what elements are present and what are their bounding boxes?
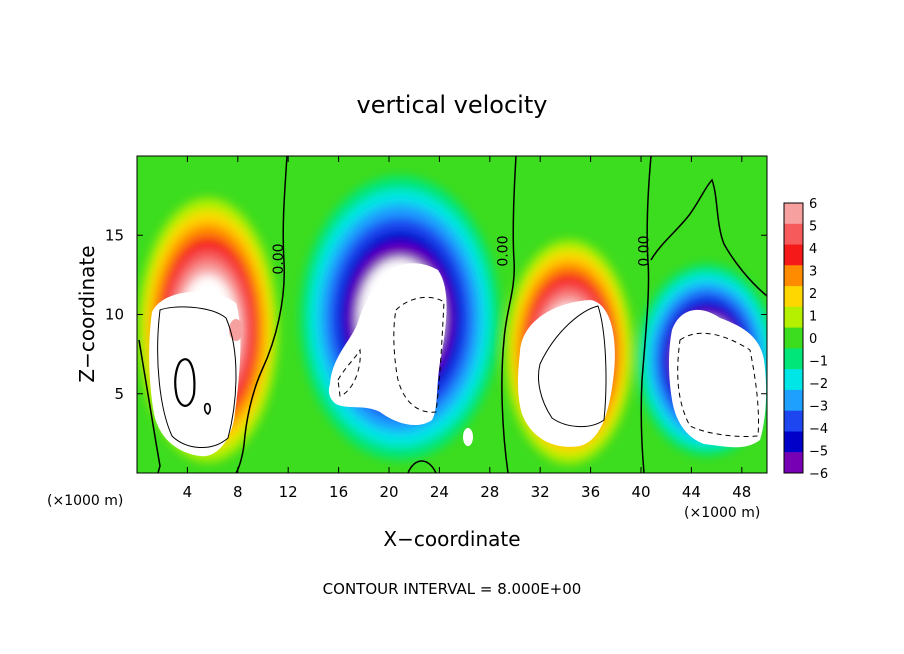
contour-line (640, 156, 652, 473)
velocity-core-region (669, 309, 767, 448)
colorbar-swatch (784, 286, 803, 308)
colorbar-swatch (784, 265, 803, 287)
contour-line (650, 178, 767, 297)
x-tick-label: 32 (531, 483, 550, 501)
colorbar-swatch (784, 431, 803, 453)
colorbar-label: −6 (809, 467, 828, 482)
colorbar-label: −1 (809, 355, 828, 370)
y-axis-label: Z−coordinate (75, 245, 99, 382)
x-tick-label: 40 (631, 483, 650, 501)
contour-line (501, 156, 517, 473)
colorbar-swatch (784, 389, 803, 412)
colorbar-label: 1 (809, 310, 817, 325)
colorbar-swatch (784, 203, 803, 225)
colorbar-label: −3 (809, 400, 828, 415)
colorbar-label: 3 (809, 265, 817, 280)
colorbar: 6 5 4 3 2 1 0 −1 −2 −3 −4 −5 −6 (783, 197, 828, 482)
colorbar-swatch (784, 244, 803, 266)
x-tick-label: 16 (329, 483, 348, 501)
x-unit-left: (×1000 m) (47, 493, 123, 509)
contour-line (393, 296, 445, 413)
colorbar-swatch (784, 410, 803, 432)
colorbar-swatch (784, 452, 803, 474)
contour-labels: 0.00 0.00 0.00 (271, 236, 652, 275)
colorbar-swatch (784, 348, 803, 370)
colorbar-label: 5 (809, 220, 817, 235)
colorbar-label: 4 (809, 242, 817, 257)
contour-line (337, 348, 361, 397)
contour-label: 0.00 (637, 236, 653, 267)
colorbar-label: −4 (809, 422, 828, 437)
x-tick-label: 24 (430, 483, 449, 501)
colorbar-label: −5 (809, 445, 828, 460)
x-tick-label: 8 (233, 483, 243, 501)
x-unit-right: (×1000 m) (684, 505, 760, 521)
velocity-cores (149, 263, 767, 457)
contour-line (407, 460, 437, 473)
colorbar-frame (783, 202, 804, 474)
velocity-core-region (328, 263, 447, 426)
contour-line (677, 332, 760, 437)
contour-label: 0.00 (271, 243, 287, 274)
colorbar-label: −2 (809, 377, 828, 392)
contour-line (235, 156, 288, 473)
y-tick-label: 5 (114, 385, 124, 403)
colorbar-label: 2 (809, 287, 817, 302)
x-tick-label: 4 (183, 483, 193, 501)
contour-line (138, 339, 161, 473)
colorbar-swatch (784, 223, 803, 246)
x-tick-label: 20 (379, 483, 398, 501)
contour-line (157, 306, 237, 449)
contour-line (203, 402, 211, 415)
colorbar-label: 0 (809, 332, 817, 347)
x-tick-label: 28 (480, 483, 499, 501)
x-tick-label: 48 (732, 483, 751, 501)
velocity-core-region (229, 319, 243, 341)
velocity-core-region (518, 300, 615, 447)
x-axis-label: X−coordinate (383, 527, 520, 551)
heatmap-field (137, 156, 767, 473)
colorbar-swatch (784, 369, 803, 391)
velocity-core-region (463, 428, 473, 446)
colorbar-label: 6 (809, 197, 817, 212)
contour-label: 0.00 (495, 236, 511, 267)
colorbar-swatch (784, 306, 803, 329)
chart-title: vertical velocity (357, 91, 548, 119)
contour-lines (138, 156, 767, 473)
x-tick-label: 44 (682, 483, 701, 501)
contour-line (538, 305, 607, 427)
contour-interval-note: CONTOUR INTERVAL = 8.000E+00 (323, 580, 582, 598)
y-tick-label: 15 (105, 226, 124, 244)
x-tick-label: 36 (581, 483, 600, 501)
y-tick-label: 10 (105, 306, 124, 324)
colorbar-swatch (784, 327, 803, 349)
contour-line (174, 358, 196, 407)
x-tick-label: 12 (279, 483, 298, 501)
